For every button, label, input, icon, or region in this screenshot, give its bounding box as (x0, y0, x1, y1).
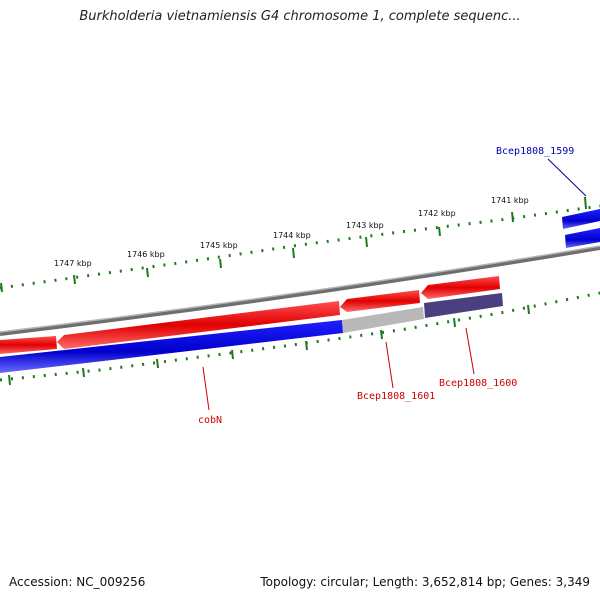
scale-label-1745: 1745 kbp (200, 241, 238, 250)
scale-label-1741: 1741 kbp (491, 196, 529, 205)
genome-summary-text: Topology: circular; Length: 3,652,814 bp… (260, 575, 590, 589)
accession-text: Accession: NC_009256 (9, 575, 146, 589)
feature-red-left (0, 336, 57, 354)
feature-blue-strand (0, 320, 343, 373)
chromosome-backbone (0, 245, 600, 336)
gene-labels: Bcep1808_1599 Bcep1808_1600 Bcep1808_160… (198, 146, 574, 426)
scale-label-1742: 1742 kbp (418, 209, 456, 218)
forward-strand-features[interactable] (0, 276, 500, 354)
feature-dark-purple (424, 293, 503, 318)
gene-label-cobn: cobN (198, 415, 222, 426)
gene-label-bcep1808-1601: Bcep1808_1601 (357, 391, 435, 402)
outer-scale-ticks (0, 196, 600, 293)
feature-bcep1808-1599[interactable] (562, 209, 600, 248)
reverse-strand-features[interactable] (0, 293, 503, 373)
scale-label-1746: 1746 kbp (127, 250, 165, 259)
scale-labels: 1741 kbp 1742 kbp 1743 kbp 1744 kbp 1745… (54, 196, 529, 268)
map-title: Burkholderia vietnamiensis G4 chromosome… (79, 9, 521, 24)
scale-label-1743: 1743 kbp (346, 221, 384, 230)
feature-bcep1808-1601 (340, 290, 420, 312)
scale-label-1747: 1747 kbp (54, 259, 92, 268)
gene-label-bcep1808-1599: Bcep1808_1599 (496, 146, 574, 157)
feature-grey (342, 307, 424, 333)
feature-bcep1808-1600 (421, 276, 500, 299)
inner-scale-ticks (0, 291, 600, 386)
feature-cobn (57, 301, 340, 349)
scale-label-1744: 1744 kbp (273, 231, 311, 240)
gene-label-bcep1808-1600: Bcep1808_1600 (439, 378, 517, 389)
label-leader-lines (202, 158, 587, 411)
